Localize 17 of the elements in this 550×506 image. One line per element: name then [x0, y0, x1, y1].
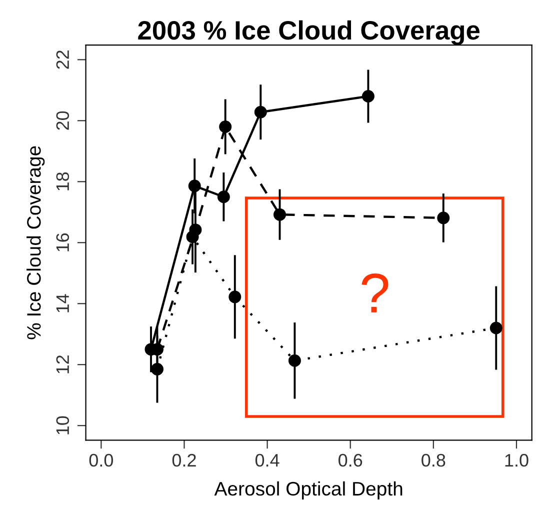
- y-tick-label: 16: [56, 233, 70, 252]
- x-tick-label: 0.4: [255, 454, 280, 467]
- x-tick-label: 0.6: [338, 454, 362, 467]
- chart-title: 2003 % Ice Cloud Coverage: [138, 20, 480, 46]
- y-tick-label: 10: [56, 416, 70, 434]
- x-tick-label: 1.0: [505, 454, 528, 467]
- x-tick-label: 0.2: [172, 454, 196, 467]
- y-tick-label: 14: [56, 294, 69, 312]
- y-tick-label: 22: [56, 50, 69, 69]
- y-tick-label: 18: [56, 172, 70, 190]
- x-tick-label: 0.0: [89, 454, 114, 467]
- y-tick-label: 12: [56, 355, 69, 374]
- annotation: ?: [362, 274, 388, 312]
- y-tick-label: 20: [56, 111, 70, 130]
- x-tick-label: 0.8: [422, 454, 446, 467]
- y-axis-title: % Ice Cloud Coverage: [26, 146, 45, 340]
- x-axis-title: Aerosol Optical Depth: [214, 481, 402, 500]
